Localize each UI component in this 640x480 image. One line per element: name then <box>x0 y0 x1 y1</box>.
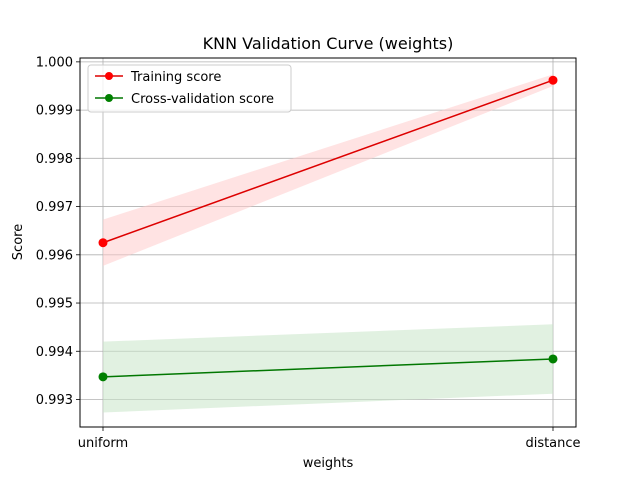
chart-title: KNN Validation Curve (weights) <box>203 34 454 53</box>
y-tick-label: 0.998 <box>36 152 73 167</box>
legend: Training score Cross-validation score <box>87 64 292 113</box>
plot-frame <box>79 57 577 428</box>
x-tick-label: uniform <box>78 436 128 451</box>
y-axis-ticks: 0.993 0.994 0.995 0.996 0.997 0.998 0.999 1.000 <box>36 55 80 408</box>
y-tick-label: 1.000 <box>36 55 73 70</box>
legend-marker-training <box>105 72 113 80</box>
band-training-score <box>103 74 553 266</box>
series-points <box>98 75 558 382</box>
series-lines <box>102 79 554 378</box>
point-training-score <box>548 75 558 85</box>
y-tick-label: 0.997 <box>36 200 73 215</box>
line-training-score <box>102 79 554 244</box>
line-cross-validation-score <box>102 358 554 378</box>
legend-marker-cross-validation <box>105 94 113 102</box>
x-tick-label: distance <box>525 436 580 451</box>
legend-box <box>87 64 292 113</box>
point-cross-validation-score <box>98 372 108 382</box>
y-tick-label: 0.996 <box>36 248 73 263</box>
point-cross-validation-score <box>548 354 558 364</box>
x-axis-label: weights <box>303 456 354 471</box>
y-tick-label: 0.999 <box>36 104 73 119</box>
y-tick-label: 0.993 <box>36 393 73 408</box>
y-tick-label: 0.995 <box>36 297 73 312</box>
legend-label-cross-validation: Cross-validation score <box>131 92 274 107</box>
y-axis-label: Score <box>11 224 26 260</box>
point-training-score <box>98 238 108 248</box>
y-tick-label: 0.994 <box>36 345 73 360</box>
legend-label-training: Training score <box>130 70 221 85</box>
x-axis-ticks: uniform distance <box>78 427 581 451</box>
